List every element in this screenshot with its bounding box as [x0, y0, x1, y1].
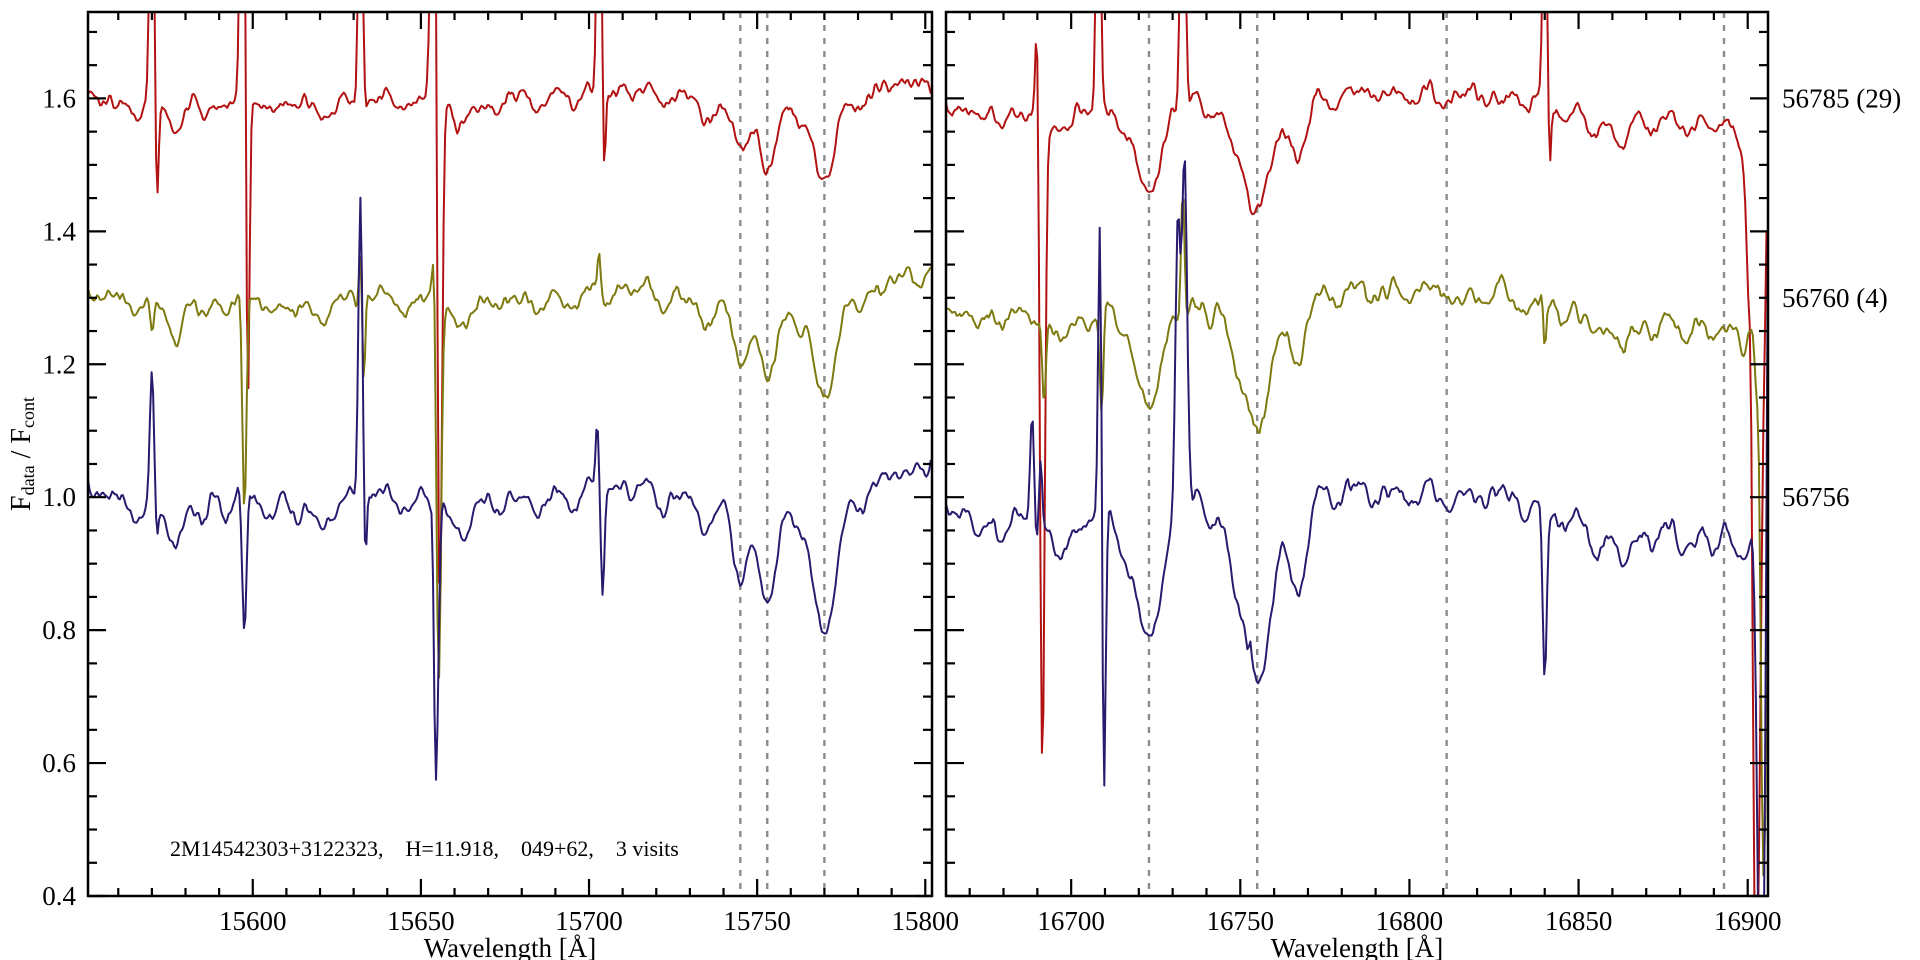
spectrum-56756 [88, 196, 932, 781]
legend-label: 56785 (29) [1782, 83, 1901, 113]
y-tick-label: 1.4 [42, 216, 76, 246]
x-tick-label: 15600 [219, 906, 287, 936]
x-tick-label: 15650 [387, 906, 455, 936]
x-tick-label: 15700 [555, 906, 623, 936]
y-tick-label: 1.0 [42, 482, 76, 512]
star-annotation: 2M14542303+3122323, H=11.918, 049+62, 3 … [170, 836, 679, 861]
x-tick-label: 15800 [892, 906, 960, 936]
spectrum-567604 [88, 252, 932, 679]
x-tick-label: 16750 [1207, 906, 1275, 936]
y-tick-label: 0.6 [42, 748, 76, 778]
legend-label: 56756 [1782, 482, 1850, 512]
y-tick-label: 0.4 [42, 881, 76, 911]
axis-frame-right [944, 10, 1770, 898]
x-axis-label: Wavelength [Å] [1271, 933, 1444, 960]
spectrum-5678529 [946, 12, 1768, 896]
y-tick-label: 0.8 [42, 615, 76, 645]
axis-frame-left [86, 10, 934, 898]
x-tick-label: 15750 [723, 906, 791, 936]
panel-plot-area-left [88, 12, 932, 896]
panel-plot-area-right [946, 12, 1768, 896]
x-tick-label: 16700 [1037, 906, 1105, 936]
x-tick-label: 16900 [1714, 906, 1782, 936]
spectrum-567604 [946, 198, 1768, 877]
x-axis-label: Wavelength [Å] [424, 933, 597, 960]
legend-label: 56760 (4) [1782, 283, 1888, 313]
spectrum-56756 [946, 160, 1768, 896]
spectrum-5678529 [88, 12, 932, 588]
x-tick-label: 16850 [1545, 906, 1613, 936]
y-tick-label: 1.6 [42, 83, 76, 113]
x-tick-label: 16800 [1376, 906, 1444, 936]
y-tick-label: 1.2 [42, 349, 76, 379]
y-axis-label: Fdata / Fcont [6, 397, 38, 511]
